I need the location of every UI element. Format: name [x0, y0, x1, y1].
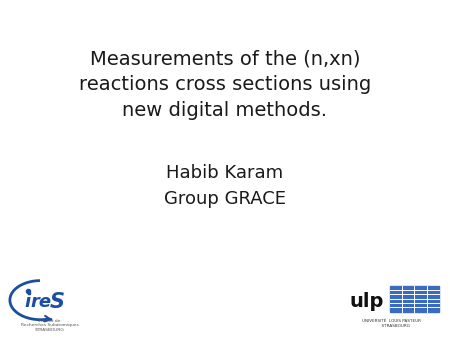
Text: ulp: ulp [350, 292, 384, 311]
Polygon shape [390, 286, 439, 312]
Text: Institut de
Recherches Subatomiques
STRASBOURG: Institut de Recherches Subatomiques STRA… [21, 318, 78, 332]
Text: S: S [49, 292, 64, 312]
Text: Habib Karam
Group GRACE: Habib Karam Group GRACE [164, 164, 286, 208]
Text: UNIVERSITÉ  LOUIS PASTEUR
      STRASBOURG: UNIVERSITÉ LOUIS PASTEUR STRASBOURG [362, 319, 421, 328]
Text: i: i [25, 293, 31, 311]
Text: Measurements of the (n,xn)
reactions cross sections using
new digital methods.: Measurements of the (n,xn) reactions cro… [79, 49, 371, 120]
Text: re: re [30, 293, 51, 311]
